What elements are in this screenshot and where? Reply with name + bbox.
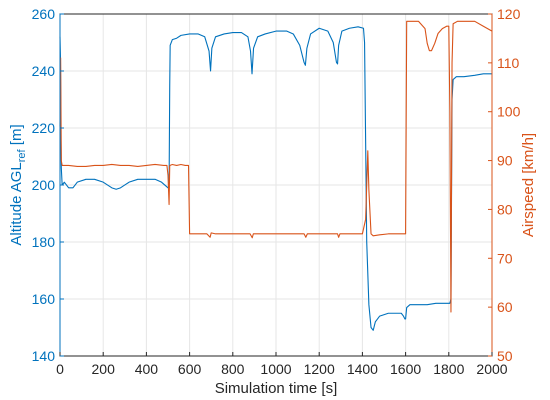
right-tick-label: 120 bbox=[497, 6, 521, 22]
left-axis-label-sub: ref bbox=[16, 148, 28, 162]
right-tick-label: 60 bbox=[497, 299, 513, 315]
x-axis-label: Simulation time [s] bbox=[215, 380, 338, 397]
x-tick-label: 1400 bbox=[347, 361, 378, 377]
left-tick-label: 160 bbox=[32, 291, 56, 307]
left-tick-label: 140 bbox=[32, 348, 56, 364]
x-tick-label: 200 bbox=[92, 361, 116, 377]
x-tick-label: 0 bbox=[56, 361, 64, 377]
x-tick-label: 1600 bbox=[390, 361, 421, 377]
altitude-series-line bbox=[59, 26, 492, 331]
right-tick-label: 80 bbox=[497, 201, 513, 217]
x-tick-label: 800 bbox=[221, 361, 245, 377]
x-tick-label: 600 bbox=[178, 361, 202, 377]
x-tick-label: 1000 bbox=[260, 361, 291, 377]
x-tick-label: 2000 bbox=[476, 361, 507, 377]
right-axis-ticks: 50 60 70 80 90 100 110 120 bbox=[488, 6, 521, 364]
left-tick-label: 200 bbox=[32, 177, 56, 193]
right-axis-label: Airspeed [km/h] bbox=[520, 133, 537, 237]
left-tick-label: 240 bbox=[32, 63, 56, 79]
x-tick-label: 1800 bbox=[433, 361, 464, 377]
left-axis-label: Altitude AGLref [m] bbox=[8, 124, 28, 245]
x-axis-ticks: 0 200 400 600 800 1000 1200 1400 1600 1800 2000 bbox=[56, 352, 508, 377]
left-axis-ticks: 140 160 180 200 220 240 260 bbox=[32, 6, 64, 364]
right-tick-label: 100 bbox=[497, 104, 521, 120]
right-tick-label: 110 bbox=[497, 55, 520, 71]
right-tick-label: 70 bbox=[497, 250, 513, 266]
left-axis-label-unit: [m] bbox=[8, 124, 25, 149]
x-tick-label: 400 bbox=[135, 361, 159, 377]
left-tick-label: 180 bbox=[32, 234, 56, 250]
series-layer bbox=[59, 20, 493, 331]
right-tick-label: 90 bbox=[497, 153, 513, 169]
left-tick-label: 260 bbox=[32, 6, 56, 22]
left-axis-label-main: Altitude AGL bbox=[8, 162, 25, 245]
left-tick-label: 220 bbox=[32, 120, 56, 136]
airspeed-series-line bbox=[59, 20, 493, 313]
x-tick-label: 1200 bbox=[304, 361, 335, 377]
right-tick-label: 50 bbox=[497, 348, 513, 364]
